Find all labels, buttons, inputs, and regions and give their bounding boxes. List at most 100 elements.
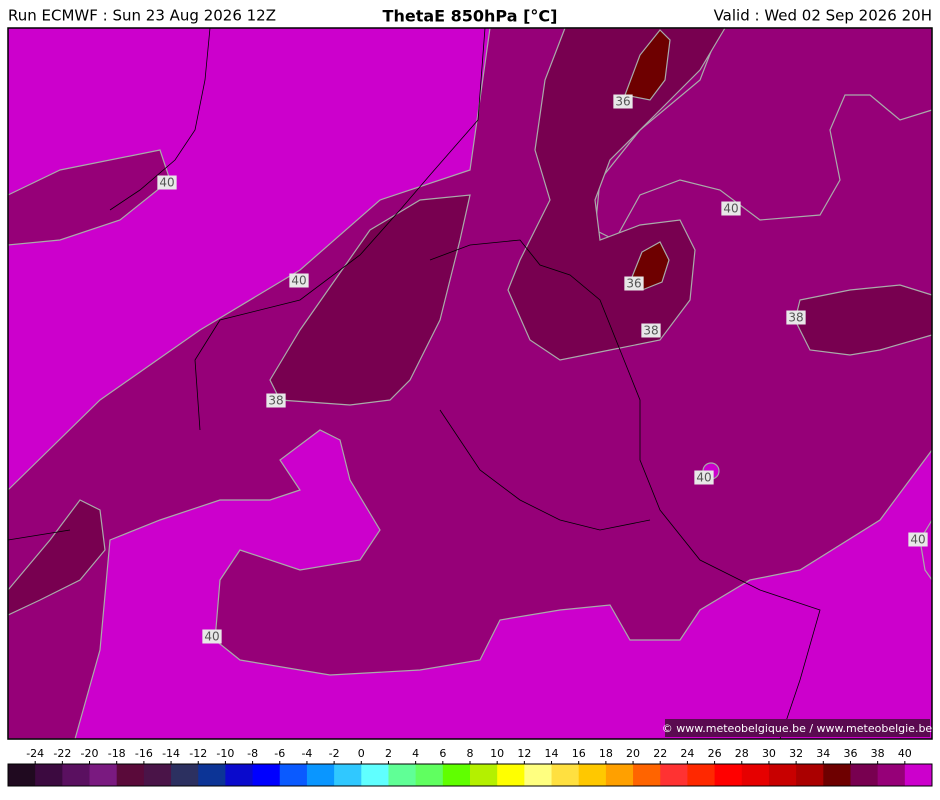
tick-label: -8 — [247, 747, 258, 760]
color-box — [633, 764, 661, 786]
color-box — [8, 764, 36, 786]
tick-label: 34 — [816, 747, 830, 760]
tick-label: 32 — [789, 747, 803, 760]
color-box — [388, 764, 417, 786]
color-box — [334, 764, 362, 786]
contour-label-bg — [613, 94, 633, 109]
color-box — [877, 764, 906, 786]
tick-label: 12 — [517, 747, 531, 760]
color-box — [850, 764, 879, 786]
color-box — [442, 764, 471, 786]
tick-label: 0 — [358, 747, 365, 760]
contour-label-bg — [289, 273, 309, 288]
contour-label-bg — [908, 532, 928, 547]
tick-label: 24 — [680, 747, 694, 760]
tick-label: -24 — [26, 747, 44, 760]
contour-label: 40 — [696, 471, 711, 485]
tick-label: 18 — [599, 747, 613, 760]
credit: © www.meteobelgique.be / www.meteobelgie… — [662, 722, 933, 735]
color-box — [116, 764, 145, 786]
tick-label: 20 — [626, 747, 640, 760]
contour-label-bg — [786, 310, 806, 325]
tick-label: -6 — [274, 747, 285, 760]
color-box — [524, 764, 553, 786]
tick-label: -12 — [189, 747, 207, 760]
tick-label: -14 — [162, 747, 180, 760]
tick-label: 40 — [898, 747, 912, 760]
contour-label-bg — [266, 393, 286, 408]
color-box — [660, 764, 688, 786]
color-box — [279, 764, 308, 786]
tick-label: 28 — [735, 747, 749, 760]
contour-label-bg — [624, 276, 644, 291]
contour-area — [7, 149, 171, 246]
color-box — [823, 764, 851, 786]
tick-label: 38 — [871, 747, 885, 760]
tick-label: -10 — [216, 747, 234, 760]
contour-area — [794, 284, 933, 356]
color-box — [714, 764, 743, 786]
contour-label-bg — [641, 323, 661, 338]
tick-label: -18 — [108, 747, 126, 760]
color-box — [768, 764, 797, 786]
tick-label: -4 — [301, 747, 312, 760]
contour-label-bg — [694, 470, 714, 485]
color-box — [171, 764, 199, 786]
tick-label: -22 — [53, 747, 71, 760]
color-box — [741, 764, 770, 786]
coastline — [7, 27, 821, 740]
color-box — [605, 764, 634, 786]
color-box — [252, 764, 281, 786]
tick-label: 10 — [490, 747, 504, 760]
map — [7, 27, 933, 740]
color-box — [415, 764, 444, 786]
tick-label: -16 — [135, 747, 153, 760]
contour-label: 38 — [643, 324, 658, 338]
contour-label-bg — [202, 629, 222, 644]
contour-label: 36 — [626, 277, 641, 291]
tick-label: 30 — [762, 747, 776, 760]
contour-label: 40 — [159, 176, 174, 190]
color-box — [578, 764, 607, 786]
color-box — [904, 764, 933, 786]
contour-area — [269, 194, 471, 406]
color-box — [470, 764, 498, 786]
colorbar: -24 -22 -20 -18 -16 -14 -12 -10 -8 -6 -4 -2 0 2 4 6 8 10 1… — [7, 747, 933, 787]
color-box — [497, 764, 525, 786]
color-box — [62, 764, 91, 786]
color-box — [198, 764, 226, 786]
contour-label: 40 — [910, 533, 925, 547]
map-frame — [7, 27, 933, 740]
tick-label: -20 — [81, 747, 99, 760]
tick-label: 2 — [385, 747, 392, 760]
color-box — [361, 764, 389, 786]
color-box — [796, 764, 824, 786]
contour-label: 38 — [268, 394, 283, 408]
contour-area — [507, 27, 727, 361]
contour-label: 40 — [723, 202, 738, 216]
color-box — [306, 764, 335, 786]
color-box — [687, 764, 716, 786]
color-box — [35, 764, 63, 786]
color-box — [225, 764, 254, 786]
run-info: Run ECMWF : Sun 23 Aug 2026 12Z — [8, 7, 276, 25]
contour-label: 38 — [788, 311, 803, 325]
contour-area — [7, 499, 106, 616]
tick-label: 22 — [653, 747, 667, 760]
contour-label-bg — [157, 175, 177, 190]
contour-area — [624, 29, 671, 101]
credit-box — [665, 719, 930, 737]
contour-label: 40 — [204, 630, 219, 644]
contour-label: 40 — [291, 274, 306, 288]
tick-label: -2 — [329, 747, 340, 760]
tick-label: 26 — [708, 747, 722, 760]
tick-label: 14 — [545, 747, 559, 760]
contour-labels: 40 40 38 36 40 36 38 38 40 40 40 — [157, 94, 928, 644]
tick-label: 16 — [572, 747, 586, 760]
valid-time: Valid : Wed 02 Sep 2026 20H — [714, 7, 932, 25]
contour-label: 36 — [615, 95, 630, 109]
tick-label: 8 — [467, 747, 474, 760]
contour-label-bg — [721, 201, 741, 216]
tick-label: 4 — [412, 747, 419, 760]
